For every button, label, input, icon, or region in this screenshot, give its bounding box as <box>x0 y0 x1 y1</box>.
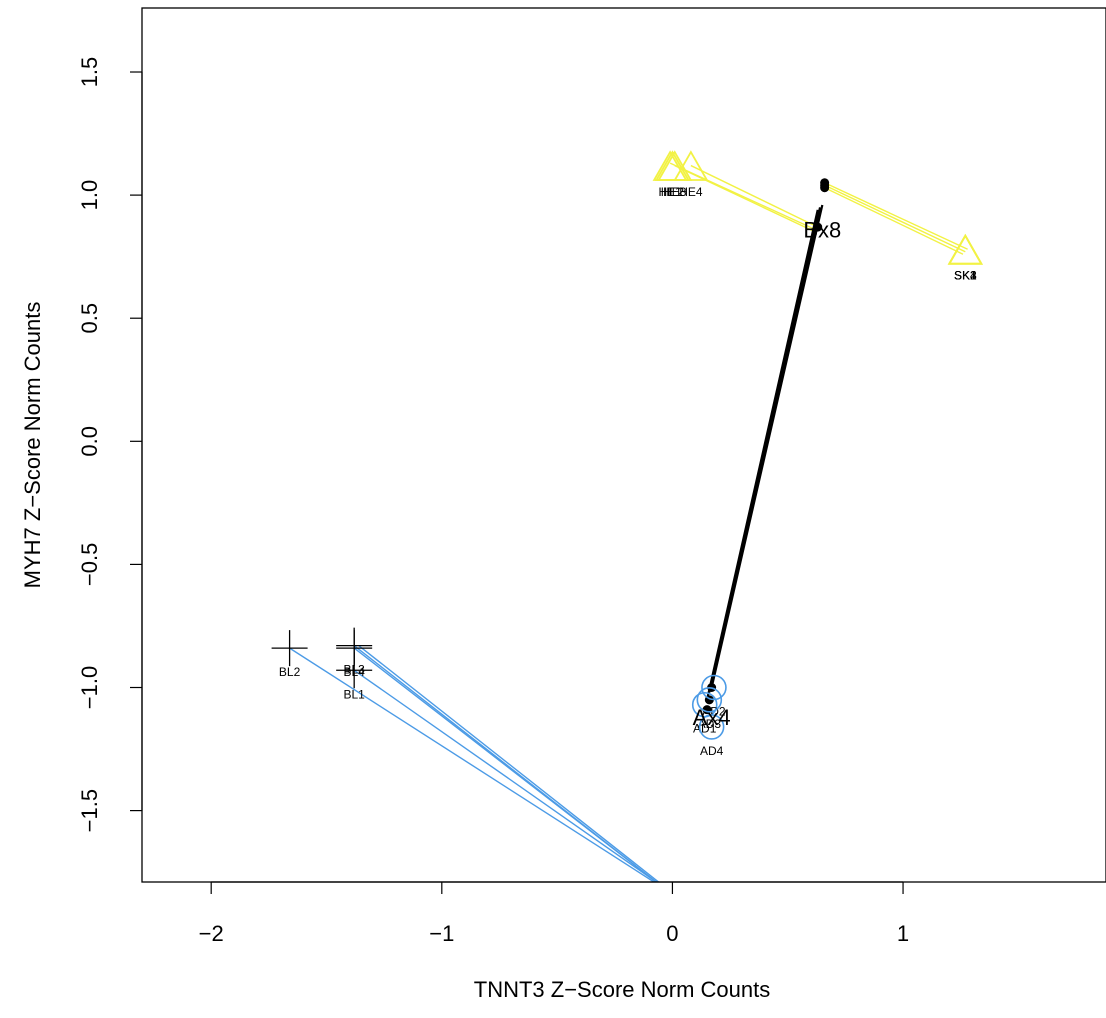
connector-line <box>358 645 660 882</box>
connector-line <box>824 184 966 253</box>
connector-line <box>705 209 819 701</box>
y-tick-label: −1.5 <box>77 789 102 832</box>
point-label: AD4 <box>700 744 724 758</box>
point-label: HE3 <box>663 185 687 199</box>
black-dot <box>813 222 823 232</box>
connector-line <box>824 187 964 255</box>
black-dot <box>820 183 830 193</box>
point-label: HE1 <box>658 185 682 199</box>
y-tick-label: 1.0 <box>77 180 102 211</box>
point-label: BL2 <box>279 665 301 679</box>
point-label: AD3 <box>698 717 722 731</box>
circle-marker <box>698 714 725 740</box>
point-label: SK1 <box>954 269 977 283</box>
x-tick-label: −2 <box>199 921 224 946</box>
point-label: SK2 <box>954 269 977 283</box>
point-label: HE4 <box>679 185 703 199</box>
point-label: BL1 <box>343 687 365 701</box>
connector-line <box>289 647 655 882</box>
x-tick-label: 1 <box>897 921 909 946</box>
axis-layer: −2 −1 0 1 −1.5 −1.0 −0.5 0.0 0.5 1.0 1.5 <box>77 57 909 946</box>
point-label: BL3 <box>343 663 365 677</box>
point-label: HE2 <box>661 185 685 199</box>
centroid-label: Bx8 <box>803 218 841 243</box>
triangle-marker <box>673 150 709 181</box>
point-label: SK4 <box>954 269 977 283</box>
connector-line <box>674 164 816 233</box>
circle-marker <box>696 687 723 713</box>
y-tick-label: −0.5 <box>77 543 102 586</box>
y-tick-label: 1.5 <box>77 57 102 88</box>
connector-line <box>710 204 824 688</box>
y-tick-label: 0.5 <box>77 303 102 334</box>
point-label: BL4 <box>343 665 365 679</box>
connector-line <box>353 647 657 882</box>
y-tick-label: −1.0 <box>77 666 102 709</box>
circle-marker <box>701 674 727 701</box>
connector-line <box>353 669 657 882</box>
y-tick-label: 0.0 <box>77 426 102 457</box>
point-label: SK3 <box>954 269 977 283</box>
connector-line <box>824 182 968 250</box>
x-tick-label: 0 <box>666 921 678 946</box>
x-axis-title: TNNT3 Z−Score Norm Counts <box>474 977 770 1002</box>
centroid-label: Ax4 <box>693 705 731 730</box>
triangle-marker <box>947 233 983 265</box>
connector-line <box>690 164 819 228</box>
y-axis-title: MYH7 Z−Score Norm Counts <box>20 302 45 589</box>
x-tick-label: −1 <box>429 921 454 946</box>
